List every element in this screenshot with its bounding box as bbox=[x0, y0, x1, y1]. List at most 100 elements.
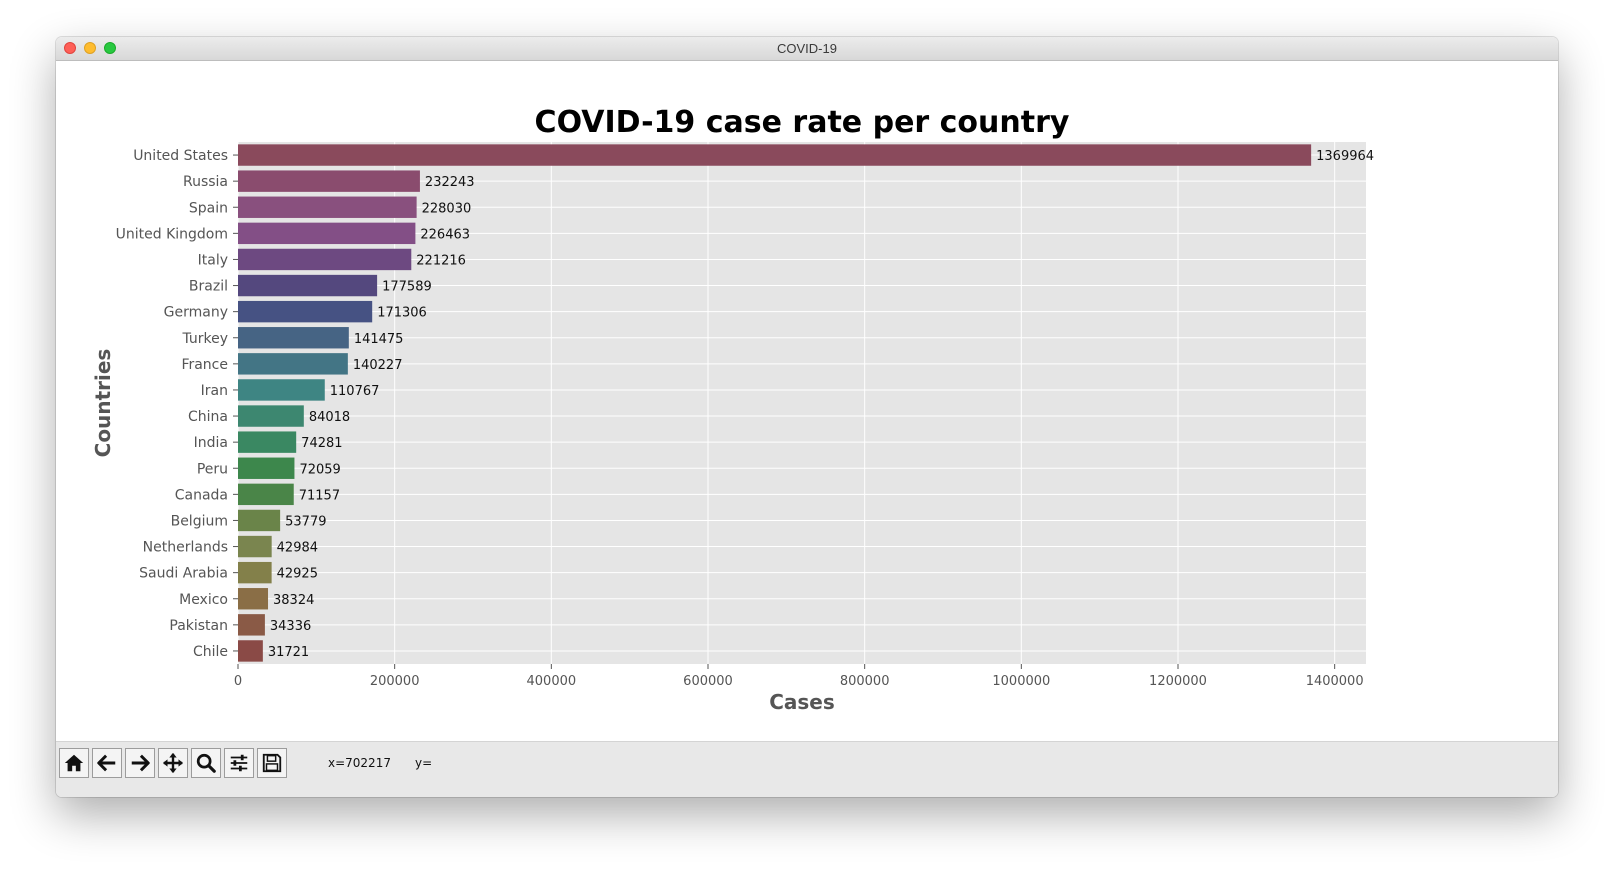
window-title: COVID-19 bbox=[777, 41, 837, 56]
y-tick-label: Chile bbox=[193, 644, 228, 660]
back-arrow-icon bbox=[97, 754, 116, 772]
y-tick-label: Iran bbox=[201, 383, 228, 399]
zoom-icon bbox=[196, 753, 216, 773]
value-label: 221216 bbox=[416, 253, 466, 268]
y-tick-label: Brazil bbox=[189, 279, 228, 295]
zoom-button[interactable] bbox=[191, 748, 221, 778]
x-axis-label: Cases bbox=[769, 690, 835, 714]
bar bbox=[238, 170, 420, 192]
y-coordinate-readout: y= bbox=[415, 756, 433, 770]
y-tick-label: Spain bbox=[189, 200, 228, 216]
value-label: 74281 bbox=[301, 436, 342, 451]
chart-title: COVID-19 case rate per country bbox=[535, 105, 1070, 140]
y-tick-label: United States bbox=[133, 148, 228, 164]
home-button[interactable] bbox=[59, 748, 89, 778]
x-tick-label: 1400000 bbox=[1306, 674, 1364, 689]
bar bbox=[238, 405, 304, 427]
value-label: 226463 bbox=[420, 227, 470, 242]
minimize-window-button[interactable] bbox=[84, 42, 96, 54]
y-tick-label: Germany bbox=[164, 305, 228, 321]
value-label: 42925 bbox=[277, 567, 318, 582]
y-tick-label: Peru bbox=[197, 461, 228, 477]
bar bbox=[238, 535, 272, 558]
value-label: 228030 bbox=[422, 201, 472, 216]
value-label: 141475 bbox=[354, 332, 404, 347]
bar bbox=[238, 353, 348, 375]
value-label: 34336 bbox=[270, 619, 311, 634]
y-tick-label: Turkey bbox=[181, 331, 228, 347]
bar bbox=[238, 588, 269, 610]
save-icon bbox=[262, 753, 282, 773]
y-tick-label: Netherlands bbox=[143, 540, 228, 556]
y-tick-label: Pakistan bbox=[169, 618, 228, 634]
x-tick-label: 1200000 bbox=[1149, 674, 1207, 689]
bar-chart: 1369964 232243 228030 226463 221216 177589 171… bbox=[91, 105, 1374, 714]
value-label: 31721 bbox=[268, 645, 309, 660]
bar bbox=[238, 483, 294, 506]
bar bbox=[238, 327, 349, 349]
configure-subplots-icon bbox=[230, 754, 248, 772]
y-tick-label: Mexico bbox=[179, 592, 228, 608]
bar bbox=[238, 248, 412, 271]
y-tick-label: Belgium bbox=[171, 513, 228, 529]
bar bbox=[238, 196, 417, 218]
home-icon bbox=[64, 754, 84, 772]
value-label: 177589 bbox=[382, 280, 432, 295]
value-label: 42984 bbox=[277, 541, 318, 556]
y-tick-label: Canada bbox=[175, 487, 228, 503]
bar bbox=[238, 640, 263, 662]
bar bbox=[238, 561, 272, 584]
value-label: 84018 bbox=[309, 410, 350, 425]
plot-area bbox=[238, 142, 1366, 664]
save-button[interactable] bbox=[257, 748, 287, 778]
bar bbox=[238, 457, 295, 479]
x-tick-label: 0 bbox=[234, 674, 242, 689]
value-label: 72059 bbox=[299, 462, 340, 477]
value-label: 53779 bbox=[285, 514, 326, 529]
value-label: 232243 bbox=[425, 175, 475, 190]
y-tick-label: Saudi Arabia bbox=[139, 566, 228, 582]
y-tick-label: France bbox=[181, 357, 228, 373]
navigation-toolbar: x=702217 y= bbox=[56, 741, 1558, 797]
close-window-button[interactable] bbox=[64, 42, 76, 54]
bar bbox=[238, 144, 1312, 166]
y-tick-label: China bbox=[188, 409, 228, 425]
x-tick-label: 800000 bbox=[840, 674, 890, 689]
value-labels: 1369964 232243 228030 226463 221216 177589 171… bbox=[268, 149, 1374, 660]
value-label: 38324 bbox=[273, 593, 314, 608]
figure-canvas[interactable]: 1369964 232243 228030 226463 221216 177589 171… bbox=[56, 61, 1558, 741]
y-tick-label: United Kingdom bbox=[116, 226, 228, 242]
bar bbox=[238, 431, 297, 453]
bar bbox=[238, 274, 378, 297]
y-tick-label: Italy bbox=[198, 252, 228, 268]
x-tick-label: 1000000 bbox=[992, 674, 1050, 689]
forward-button[interactable] bbox=[125, 748, 155, 778]
app-window: COVID-19 1369964 232243 228030 226463 221216… bbox=[56, 37, 1558, 797]
y-axis-label: Countries bbox=[91, 349, 115, 458]
value-label: 171306 bbox=[377, 306, 427, 321]
back-button[interactable] bbox=[92, 748, 122, 778]
maximize-window-button[interactable] bbox=[104, 42, 116, 54]
bar bbox=[238, 300, 373, 323]
value-label: 110767 bbox=[330, 384, 380, 399]
x-tick-label: 400000 bbox=[527, 674, 577, 689]
x-axis-ticks: 0 200000 400000 600000 800000 1000000 1200000 1… bbox=[234, 664, 1364, 689]
y-tick-label: Russia bbox=[183, 174, 228, 190]
y-axis-ticks: United States Russia Spain United Kingdom It… bbox=[116, 148, 238, 660]
value-label: 1369964 bbox=[1316, 149, 1374, 164]
pan-icon bbox=[162, 752, 184, 774]
x-tick-label: 200000 bbox=[370, 674, 420, 689]
value-label: 140227 bbox=[353, 358, 403, 373]
bar bbox=[238, 614, 265, 636]
forward-arrow-icon bbox=[131, 754, 150, 772]
x-coordinate-readout: x=702217 bbox=[328, 756, 391, 770]
y-tick-label: India bbox=[194, 435, 228, 451]
bars bbox=[238, 144, 1312, 662]
value-label: 71157 bbox=[299, 488, 340, 503]
bar bbox=[238, 222, 416, 245]
bar bbox=[238, 379, 325, 401]
bar bbox=[238, 509, 281, 532]
pan-button[interactable] bbox=[158, 748, 188, 778]
title-bar: COVID-19 bbox=[56, 37, 1558, 61]
configure-subplots-button[interactable] bbox=[224, 748, 254, 778]
